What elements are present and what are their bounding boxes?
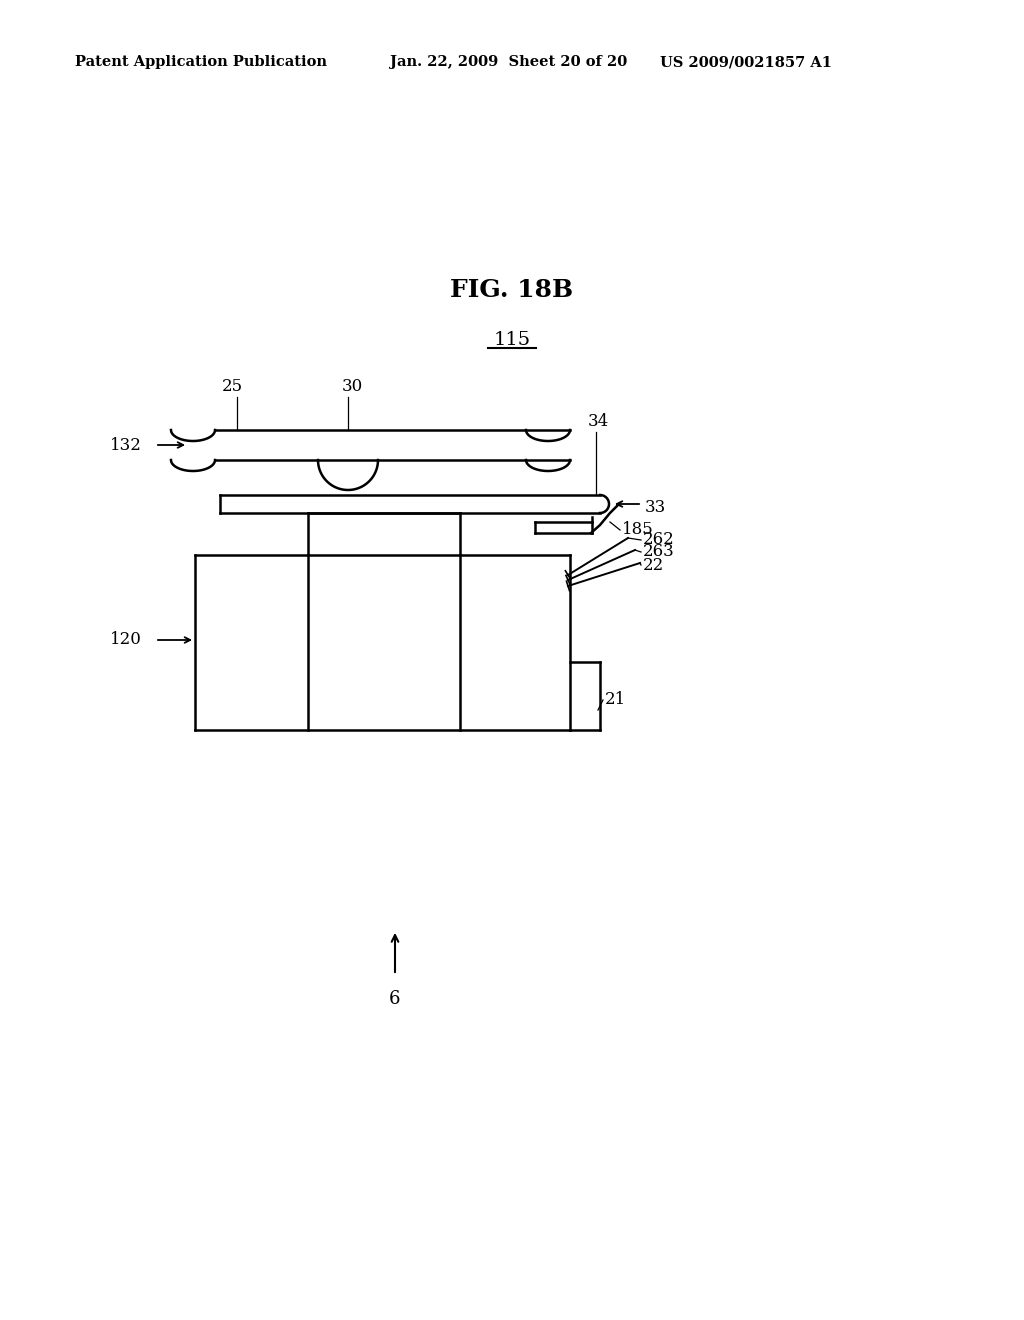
Text: 21: 21 <box>605 692 627 709</box>
Text: 185: 185 <box>622 521 653 539</box>
Text: Jan. 22, 2009  Sheet 20 of 20: Jan. 22, 2009 Sheet 20 of 20 <box>390 55 628 69</box>
Text: 6: 6 <box>389 990 400 1008</box>
Text: 25: 25 <box>222 378 243 395</box>
Text: US 2009/0021857 A1: US 2009/0021857 A1 <box>660 55 831 69</box>
Text: Patent Application Publication: Patent Application Publication <box>75 55 327 69</box>
Text: 263: 263 <box>643 544 675 561</box>
Text: FIG. 18B: FIG. 18B <box>451 279 573 302</box>
Text: 115: 115 <box>494 331 530 348</box>
Text: 30: 30 <box>342 378 364 395</box>
Text: 33: 33 <box>645 499 667 516</box>
Text: 34: 34 <box>588 413 609 430</box>
Text: 132: 132 <box>110 437 142 454</box>
Text: 22: 22 <box>643 557 665 573</box>
Text: 120: 120 <box>110 631 142 648</box>
Text: 262: 262 <box>643 532 675 549</box>
